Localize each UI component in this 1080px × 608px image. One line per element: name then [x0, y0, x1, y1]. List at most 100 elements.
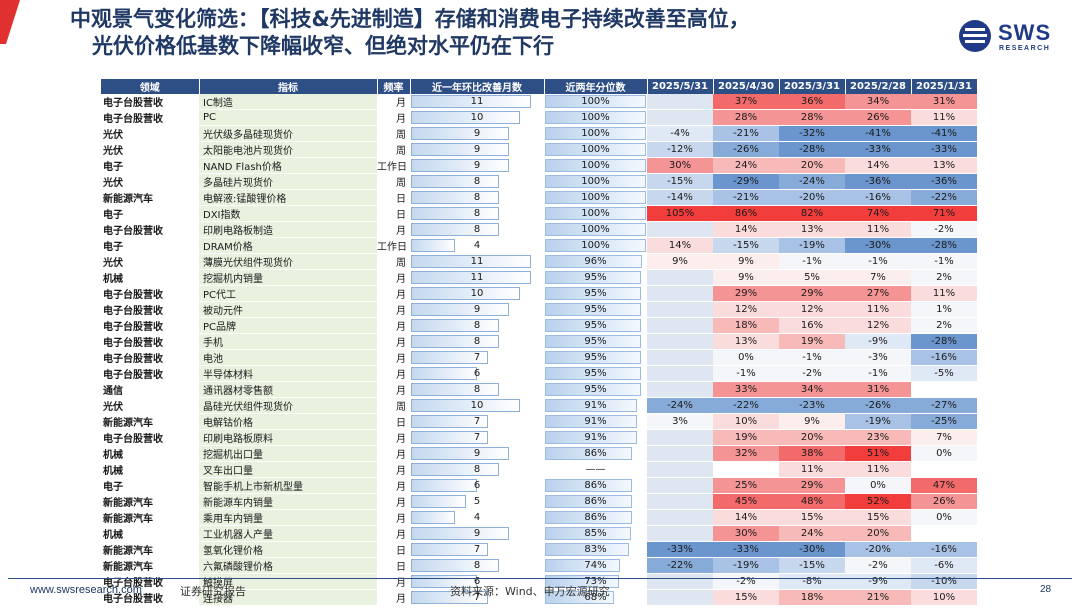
monthly-change-cell: 25%	[713, 477, 779, 494]
sws-logo-icon	[959, 20, 991, 52]
indicator-table-wrap: 领域 指标 频率 近一年环比改善月数 近两年分位数 2025/5/31 2025…	[101, 79, 978, 606]
monthly-change-cell: -2%	[779, 365, 845, 382]
domain-cell: 通信	[101, 381, 199, 398]
improvement-count-cell: 6	[410, 477, 544, 494]
percentile-value: 91%	[584, 432, 607, 443]
domain-cell: 电子台股营收	[101, 94, 199, 110]
improvement-count-value: 8	[473, 208, 481, 219]
monthly-change-cell: -28%	[911, 237, 977, 254]
monthly-change-cell: -19%	[713, 557, 779, 574]
improvement-count-cell: 4	[410, 237, 544, 254]
frequency-cell: 月	[377, 461, 410, 478]
improvement-count-value: 9	[473, 144, 481, 155]
improvement-count-cell: 8	[410, 173, 544, 190]
col-header: 领域	[101, 79, 200, 94]
monthly-change-cell: -21%	[713, 125, 779, 142]
table-row: 机械 挖掘机内销量月 11 95% 9% 5% 7% 2%	[101, 269, 977, 286]
percentile-bar	[545, 271, 641, 284]
monthly-change-cell	[647, 493, 713, 510]
percentile-cell: 100%	[544, 173, 647, 190]
improvement-count-bar	[411, 495, 466, 508]
monthly-change-cell: 23%	[845, 429, 911, 446]
monthly-change-cell: -22%	[647, 557, 713, 574]
indicator-cell: 挖掘机内销量	[199, 269, 377, 286]
improvement-count-bar	[411, 95, 532, 108]
monthly-change-cell: -10%	[911, 573, 977, 590]
frequency-cell: 月	[377, 285, 410, 302]
monthly-change-cell: 45%	[713, 493, 779, 510]
percentile-value: 100%	[581, 112, 610, 123]
monthly-change-cell: 0%	[911, 445, 977, 462]
monthly-change-cell: 34%	[845, 94, 911, 110]
table-row: 电子 DRAM价格 工作日 4 100% 14% -15% -19% -30% -28%	[101, 237, 977, 254]
indicator-cell: 乘用车内销量	[199, 509, 377, 526]
improvement-count-bar	[411, 175, 499, 188]
improvement-count-cell: 7	[410, 541, 544, 558]
improvement-count-value: 9	[473, 528, 481, 539]
monthly-change-cell: -2%	[911, 221, 977, 238]
footer: www.swsresearch.com 证券研究报告 资料来源：Wind、申万宏…	[0, 576, 1080, 608]
indicator-cell: PC	[199, 109, 377, 126]
table-row: 机械 挖掘机出口量月 9 86% 32% 38% 51% 0%	[101, 445, 977, 462]
percentile-value: 100%	[581, 240, 610, 251]
monthly-change-cell: -26%	[713, 141, 779, 158]
indicator-cell: 电池	[199, 349, 377, 366]
improvement-count-value: 6	[473, 576, 481, 587]
monthly-change-cell: 14%	[713, 221, 779, 238]
domain-cell: 新能源汽车	[101, 493, 199, 510]
improvement-count-cell: 10	[410, 285, 544, 302]
domain-cell: 电子	[101, 157, 199, 174]
percentile-bar	[545, 351, 641, 364]
domain-cell: 电子台股营收	[101, 285, 199, 302]
domain-cell: 机械	[101, 445, 199, 462]
frequency-cell: 月	[377, 365, 410, 382]
monthly-change-cell: -27%	[911, 397, 977, 414]
percentile-value: 100%	[581, 96, 610, 107]
improvement-count-cell: 7	[410, 349, 544, 366]
table-row: 电子台股营收 半导体材料月 6 95% -1% -2% -1% -5%	[101, 365, 977, 382]
monthly-change-cell: -16%	[845, 189, 911, 206]
monthly-change-cell: 21%	[845, 589, 911, 606]
table-row: 光伏 多晶硅片现货价周 8 100% -15% -29% -24% -36% -36%	[101, 173, 977, 190]
percentile-bar	[545, 159, 646, 172]
percentile-cell: 86%	[544, 477, 647, 494]
monthly-change-cell: 26%	[845, 109, 911, 126]
monthly-change-cell: 30%	[713, 525, 779, 542]
improvement-count-bar	[411, 383, 499, 396]
monthly-change-cell: 0%	[911, 509, 977, 526]
slide-title: 中观景气变化筛选：【科技&先进制造】存储和消费电子持续改善至高位， 光伏价格低基…	[70, 6, 970, 60]
frequency-cell: 月	[377, 509, 410, 526]
improvement-count-value: 9	[473, 128, 481, 139]
monthly-change-cell: 0%	[845, 477, 911, 494]
monthly-change-cell: 11%	[845, 301, 911, 318]
monthly-change-cell	[647, 445, 713, 462]
monthly-change-cell: 24%	[779, 525, 845, 542]
improvement-count-bar	[411, 111, 521, 124]
footer-website-link[interactable]: www.swsresearch.com	[30, 584, 142, 596]
monthly-change-cell: 19%	[713, 429, 779, 446]
improvement-count-bar	[411, 367, 477, 380]
monthly-change-cell	[647, 317, 713, 334]
domain-cell: 电子台股营收	[101, 317, 199, 334]
improvement-count-bar	[411, 319, 499, 332]
table-row: 新能源汽车 乘用车内销量月 4 86% 14% 15% 15% 0%	[101, 509, 977, 526]
improvement-count-bar	[411, 447, 510, 460]
indicator-cell: DRAM价格	[199, 237, 377, 254]
monthly-change-cell: -30%	[845, 237, 911, 254]
monthly-change-cell: 28%	[779, 109, 845, 126]
monthly-change-cell: 29%	[779, 477, 845, 494]
indicator-cell: 挖掘机出口量	[199, 445, 377, 462]
improvement-count-cell: 9	[410, 445, 544, 462]
frequency-cell: 工作日	[377, 237, 410, 254]
monthly-change-cell: 9%	[647, 253, 713, 270]
domain-cell: 电子台股营收	[101, 573, 199, 590]
improvement-count-value: 8	[473, 320, 481, 331]
monthly-change-cell: 7%	[845, 269, 911, 286]
monthly-change-cell: -22%	[713, 397, 779, 414]
percentile-cell: 100%	[544, 94, 647, 110]
monthly-change-cell: 2%	[911, 317, 977, 334]
domain-cell: 新能源汽车	[101, 189, 199, 206]
indicator-cell: DXI指数	[199, 205, 377, 222]
improvement-count-value: 9	[473, 304, 481, 315]
indicator-table: 领域 指标 频率 近一年环比改善月数 近两年分位数 2025/5/31 2025…	[101, 79, 978, 606]
